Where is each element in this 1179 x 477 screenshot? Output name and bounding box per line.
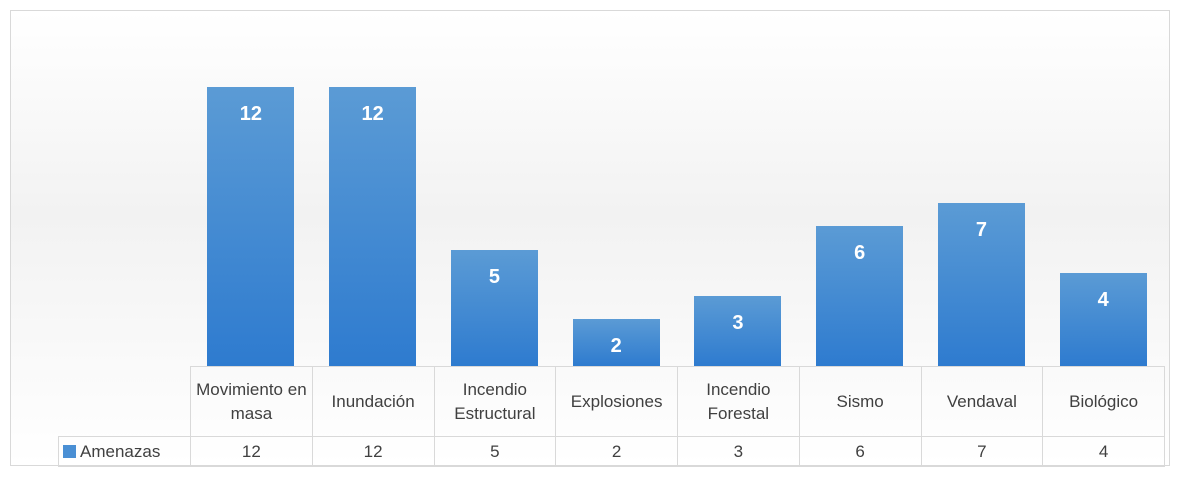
category-cell: Incendio Forestal — [677, 366, 800, 437]
data-label: 12 — [239, 102, 262, 125]
data-label: 12 — [361, 102, 384, 125]
table-value: 5 — [433, 436, 557, 467]
table-value: 12 — [311, 436, 435, 467]
category-cell: Vendaval — [920, 366, 1044, 437]
category-cell: Incendio Estructural — [433, 366, 557, 437]
category-cell: Sismo — [798, 366, 922, 437]
table-value: 7 — [920, 436, 1044, 467]
table-value: 3 — [677, 436, 800, 467]
category-cell: Biológico — [1042, 366, 1165, 437]
bar — [450, 249, 538, 366]
data-label: 2 — [610, 335, 622, 358]
chart: 12 12 5 2 3 6 7 4 Movimiento en masa Inundación In… — [10, 10, 1170, 467]
table-value: 6 — [798, 436, 922, 467]
data-label: 5 — [488, 265, 500, 288]
table-value: 4 — [1042, 436, 1165, 467]
bar — [937, 203, 1025, 366]
bar — [694, 296, 782, 366]
legend-label: Amenazas — [80, 441, 161, 461]
data-label: 3 — [732, 312, 744, 335]
data-label: 6 — [854, 242, 866, 265]
category-cell: Movimiento en masa — [190, 366, 313, 437]
table-value: 2 — [555, 436, 678, 467]
bar — [207, 86, 295, 366]
bar — [816, 226, 904, 366]
bar — [572, 319, 660, 366]
data-label: 4 — [1097, 288, 1109, 311]
bar — [329, 86, 417, 366]
category-cell: Inundación — [311, 366, 435, 437]
category-cell: Explosiones — [555, 366, 678, 437]
data-label: 7 — [975, 219, 987, 241]
legend-key — [63, 445, 76, 458]
table-value: 12 — [190, 436, 313, 467]
bar — [1059, 272, 1147, 366]
legend-cell: Amenazas — [58, 436, 191, 467]
